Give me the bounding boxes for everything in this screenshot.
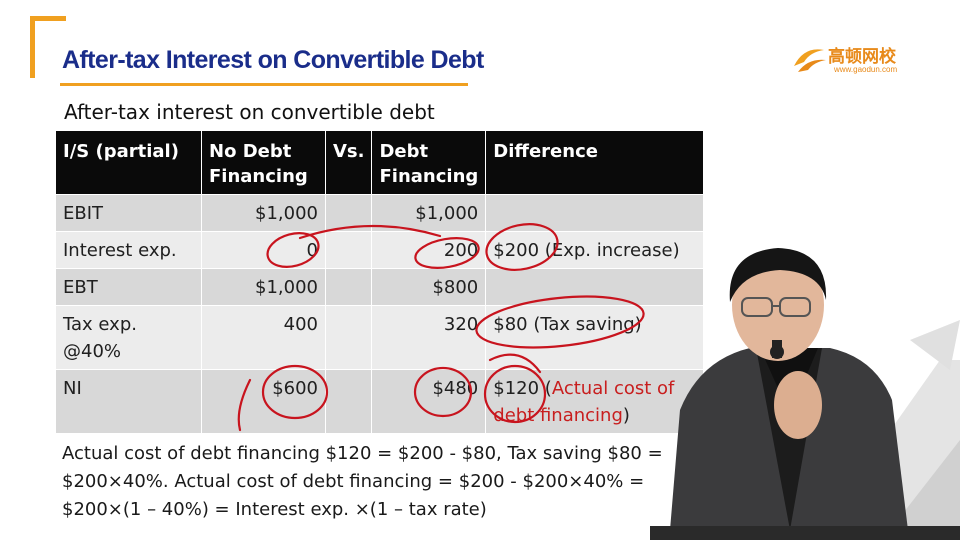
explanation-line: $200×40%. Actual cost of debt financing …: [62, 471, 645, 492]
cell-no-debt: $600: [201, 369, 326, 434]
highlight-text: Actual cost of: [551, 378, 675, 399]
title-corner-bracket: [30, 16, 66, 78]
table-row: Tax exp. @40% 400 320 $80 (Tax saving): [55, 305, 705, 370]
col-header-vs: Vs.: [324, 130, 373, 195]
row-label: EBIT: [55, 194, 202, 232]
row-label: Interest exp.: [55, 231, 202, 269]
row-label: Tax exp. @40%: [55, 305, 202, 370]
table-caption: After-tax interest on convertible debt: [64, 100, 435, 124]
presenter-video: [670, 248, 908, 530]
col-header-debt: Debt Financing: [371, 130, 487, 195]
slide-title: After-tax Interest on Convertible Debt: [62, 46, 484, 74]
table-header-row: I/S (partial) No Debt Financing Vs. Debt F…: [55, 130, 705, 195]
logo-swoosh-icon: [794, 49, 826, 72]
cell-no-debt: $1,000: [201, 194, 326, 232]
col-header-is: I/S (partial): [55, 130, 202, 195]
table-row: EBT $1,000 $800: [55, 268, 705, 306]
brand-logo: 高顿网校 www.gaodun.com: [790, 38, 920, 84]
col-header-difference: Difference: [485, 130, 705, 195]
cell-debt: $480: [371, 369, 487, 434]
explanation-line: Actual cost of debt financing $120 = $20…: [62, 443, 663, 464]
cell-debt: 200: [371, 231, 487, 269]
logo-url: www.gaodun.com: [834, 65, 898, 74]
explanation-line: $200×(1 – 40%) = Interest exp. ×(1 – tax…: [62, 499, 487, 520]
cell-vs: [324, 305, 373, 370]
title-underline: [60, 83, 468, 86]
explanation-text: Actual cost of debt financing $120 = $20…: [62, 440, 672, 524]
cell-vs: [324, 231, 373, 269]
cell-vs: [324, 268, 373, 306]
cell-no-debt: 400: [201, 305, 326, 370]
cell-no-debt: $1,000: [201, 268, 326, 306]
podium: [650, 526, 960, 540]
cell-debt: 320: [371, 305, 487, 370]
row-label: NI: [55, 369, 202, 434]
cell-vs: [324, 369, 373, 434]
highlight-text: debt financing: [493, 405, 623, 426]
cell-vs: [324, 194, 373, 232]
col-header-no-debt: No Debt Financing: [201, 130, 326, 195]
cell-debt: $800: [371, 268, 487, 306]
logo-name: 高顿网校: [828, 47, 896, 67]
row-label: EBT: [55, 268, 202, 306]
cell-debt: $1,000: [371, 194, 487, 232]
cell-difference: [485, 194, 705, 232]
table-row: EBIT $1,000 $1,000: [55, 194, 705, 232]
income-statement-table: I/S (partial) No Debt Financing Vs. Debt F…: [55, 130, 705, 434]
table-row: NI $600 $480 $120 (Actual cost of debt fi…: [55, 369, 705, 434]
cell-no-debt: 0: [201, 231, 326, 269]
table-row: Interest exp. 0 200 $200 (Exp. increase): [55, 231, 705, 269]
